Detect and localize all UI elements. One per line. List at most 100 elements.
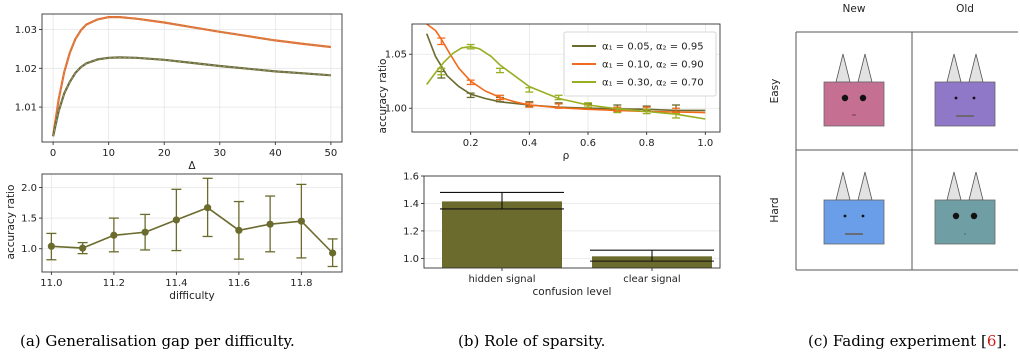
series-line-difficulty bbox=[51, 206, 334, 254]
legend-box bbox=[563, 31, 717, 97]
axes-frame bbox=[411, 23, 721, 133]
data-point bbox=[204, 204, 212, 212]
eye-left bbox=[843, 214, 847, 218]
row-header: Hard bbox=[769, 197, 781, 222]
tick-label-y: 1.4 bbox=[403, 199, 419, 210]
tick-label-y: 1.6 bbox=[403, 172, 419, 183]
tick-label-y: 1.05 bbox=[385, 50, 407, 61]
x-axis-label: confusion level bbox=[533, 286, 612, 298]
tick-label-x: 0.4 bbox=[521, 138, 537, 149]
chart-rho: 1.00 1.05 0.2 0.4 0.6 0.8 1.0 α₁ = 0.05, α₂ = 0… bbox=[385, 23, 721, 149]
tick-label-y: 1.03 bbox=[15, 25, 37, 36]
tick-label-x: hidden signal bbox=[468, 274, 535, 285]
tick-label-x: 11.4 bbox=[165, 278, 187, 289]
data-point bbox=[79, 244, 87, 252]
monster-face bbox=[823, 171, 885, 245]
series-overlay-dashed bbox=[52, 16, 331, 137]
tick-label-y: 1.5 bbox=[21, 214, 37, 225]
legend-entry: α₁ = 0.10, α₂ = 0.90 bbox=[602, 60, 704, 71]
horn-left bbox=[946, 171, 962, 201]
horn-right bbox=[968, 171, 984, 201]
tick-label-y: 1.0 bbox=[403, 254, 419, 265]
tick-label-x: 11.6 bbox=[228, 278, 250, 289]
caption-c-text: (c) Fading experiment [ bbox=[808, 332, 987, 350]
x-axis-label: ρ bbox=[563, 150, 570, 162]
eye-right bbox=[859, 94, 867, 102]
horn-left bbox=[835, 53, 851, 83]
tick-label-y: 1.01 bbox=[15, 103, 37, 114]
face-body bbox=[823, 199, 885, 245]
tick-label-x: 50 bbox=[325, 148, 338, 159]
series-line-orange bbox=[52, 16, 332, 137]
series-line-rho bbox=[425, 33, 706, 112]
legend-entry: α₁ = 0.30, α₂ = 0.70 bbox=[602, 78, 704, 89]
tick-label-x: 1.0 bbox=[697, 138, 713, 149]
caption-c-end: ]. bbox=[996, 332, 1007, 350]
tick-label-y: 2.0 bbox=[21, 183, 37, 194]
data-point bbox=[329, 249, 337, 257]
monster-face bbox=[934, 53, 996, 127]
axes-frame bbox=[41, 173, 343, 273]
tick-label-x: 0 bbox=[50, 148, 56, 159]
tick-label-x: 20 bbox=[158, 148, 171, 159]
eye-right bbox=[970, 212, 978, 220]
axes-frame bbox=[423, 175, 721, 269]
eye-left bbox=[841, 94, 849, 102]
mouth bbox=[964, 233, 966, 235]
caption-c: (c) Fading experiment [6]. bbox=[808, 332, 1007, 350]
tick-label-x: 30 bbox=[213, 148, 226, 159]
chart-difficulty: 1.0 1.5 2.0 11.0 11.2 11.4 11.6 11.8 bbox=[21, 173, 343, 289]
monster-face bbox=[823, 53, 885, 127]
column-header: New bbox=[843, 3, 866, 15]
data-point bbox=[172, 216, 180, 224]
tick-label-x: 11.8 bbox=[290, 278, 312, 289]
x-axis-label: difficulty bbox=[169, 290, 214, 302]
tick-label-y: 1.00 bbox=[385, 104, 407, 115]
series-line-olive bbox=[52, 56, 331, 137]
tick-label-y: 1.0 bbox=[21, 244, 37, 255]
eye-right bbox=[861, 214, 865, 218]
eye-left bbox=[954, 96, 958, 100]
tick-label-x: 11.2 bbox=[103, 278, 125, 289]
bar bbox=[442, 201, 562, 268]
tick-label-y: 1.2 bbox=[403, 226, 419, 237]
y-axis-label: accuracy ratio bbox=[377, 59, 389, 134]
y-axis-label: accuracy ratio bbox=[5, 185, 17, 260]
face-body bbox=[934, 81, 996, 127]
tick-label-x: 10 bbox=[102, 148, 115, 159]
bar bbox=[592, 256, 712, 268]
tick-label-x: 0.6 bbox=[580, 138, 596, 149]
eye-left bbox=[952, 212, 960, 220]
data-point bbox=[235, 226, 243, 234]
tick-label-x: 11.0 bbox=[40, 278, 62, 289]
face-body bbox=[934, 199, 996, 245]
face-body bbox=[823, 81, 885, 127]
x-axis-label: Δ bbox=[188, 160, 196, 172]
data-point bbox=[141, 228, 149, 236]
caption-a: (a) Generalisation gap per difficulty. bbox=[20, 332, 295, 350]
legend: α₁ = 0.05, α₂ = 0.95 α₁ = 0.10, α₂ = 0.90… bbox=[563, 31, 717, 97]
tick-label-x: 40 bbox=[269, 148, 282, 159]
eye-right bbox=[972, 96, 976, 100]
series-overlay-dashed bbox=[52, 57, 331, 137]
horn-right bbox=[857, 53, 873, 83]
column-header: Old bbox=[956, 3, 974, 15]
tick-label-y: 1.02 bbox=[15, 64, 37, 75]
data-point bbox=[47, 242, 55, 250]
legend-entry: α₁ = 0.05, α₂ = 0.95 bbox=[602, 42, 704, 53]
data-point bbox=[297, 217, 305, 225]
series-line-rho bbox=[426, 45, 706, 120]
horn-left bbox=[835, 171, 851, 201]
row-header: Easy bbox=[769, 79, 781, 104]
caption-c-ref: 6 bbox=[987, 332, 997, 350]
fading-grid: New Old Easy Hard bbox=[769, 3, 1018, 271]
caption-b: (b) Role of sparsity. bbox=[458, 332, 605, 350]
data-point bbox=[266, 220, 274, 228]
horn-right bbox=[968, 53, 984, 83]
data-point bbox=[110, 231, 118, 239]
tick-label-x: 0.8 bbox=[639, 138, 655, 149]
chart-delta: 1.01 1.02 1.03 0 10 20 30 40 50 bbox=[15, 13, 343, 159]
axes-frame bbox=[41, 13, 343, 143]
horn-right bbox=[857, 171, 873, 201]
